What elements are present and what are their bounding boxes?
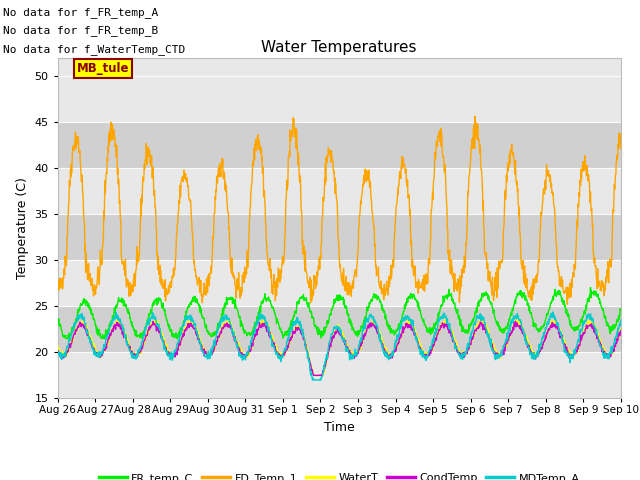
Title: Water Temperatures: Water Temperatures bbox=[262, 40, 417, 55]
Bar bbox=[58, 214, 621, 260]
Text: MB_tule: MB_tule bbox=[77, 62, 129, 75]
Legend: FR_temp_C, FD_Temp_1, WaterT, CondTemp, MDTemp_A: FR_temp_C, FD_Temp_1, WaterT, CondTemp, … bbox=[94, 468, 584, 480]
Text: No data for f_WaterTemp_CTD: No data for f_WaterTemp_CTD bbox=[3, 44, 186, 55]
Text: No data for f_FR_temp_A: No data for f_FR_temp_A bbox=[3, 7, 159, 18]
X-axis label: Time: Time bbox=[324, 421, 355, 434]
Text: No data for f_FR_temp_B: No data for f_FR_temp_B bbox=[3, 25, 159, 36]
Bar bbox=[58, 122, 621, 168]
Y-axis label: Temperature (C): Temperature (C) bbox=[16, 177, 29, 279]
Bar bbox=[58, 306, 621, 352]
